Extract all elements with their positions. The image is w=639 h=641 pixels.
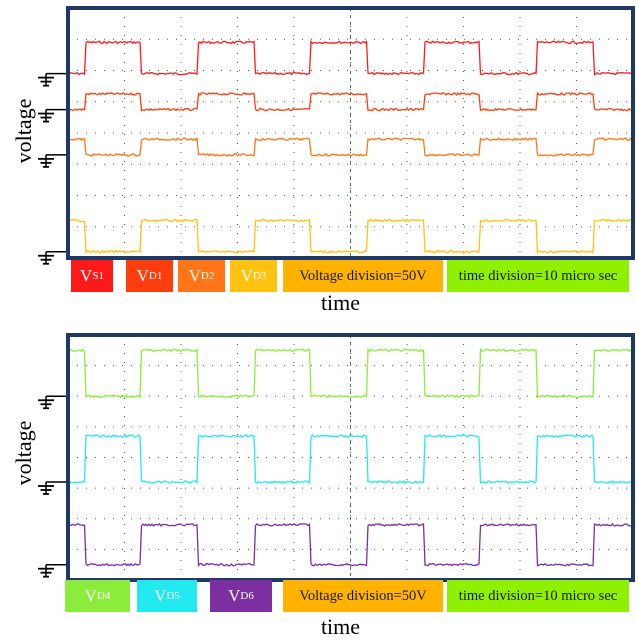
legend-sub: D2 [200,270,215,282]
scope-frame [66,6,635,260]
legend-main: V [154,586,167,605]
legend-item-time-division: time division=10 micro sec [447,260,629,292]
y-axis-label: voltage [11,98,36,164]
legend-main: V [84,586,97,605]
legend-main: time division=10 micro sec [458,587,618,604]
waveform-vd4 [67,347,633,399]
legend-sub: D6 [240,590,254,602]
legend-main: V [136,266,149,285]
legend-item-vd6: V D6 [210,580,272,612]
legend-main: V [240,266,253,285]
legend-sub: D1 [148,270,163,282]
legend-item-vd3: V D3 [230,260,277,292]
waveform-vd3 [67,218,633,254]
legend-sub: S1 [92,270,104,282]
legend-item-voltage-division: Voltage division=50V [283,260,443,292]
x-axis-label: time [320,290,361,315]
legend-item-vd5: V D5 [137,580,197,612]
legend-item-time-division: time division=10 micro sec [447,580,629,612]
panel-2 [38,333,635,582]
legend-item-vd2: V D2 [178,260,225,292]
legend-main: Voltage division=50V [299,587,427,604]
legend-main: Voltage division=50V [299,267,427,284]
waveform-vd5 [67,434,633,485]
y-axis-label: voltage [11,420,36,486]
panel-1 [38,6,635,265]
x-axis-label: time [320,614,361,639]
legend-sub: D4 [96,590,111,602]
legend-item-vd1: V D1 [126,260,173,292]
legend-sub: D5 [166,590,180,602]
legend-main: V [228,586,241,605]
waveform-vd1 [67,91,633,112]
legend-main: V [80,266,93,285]
waveform-vd2 [67,136,633,157]
legend-main: time division=10 micro sec [458,267,618,284]
legend-item-vs1: V S1 [71,260,113,292]
waveform-vd6 [67,522,633,568]
legend-sub: D3 [252,270,267,282]
legend-item-vd4: V D4 [65,580,130,612]
waveform-vs1 [67,39,633,76]
legend-main: V [188,266,201,285]
legend-item-voltage-division: Voltage division=50V [283,580,443,612]
